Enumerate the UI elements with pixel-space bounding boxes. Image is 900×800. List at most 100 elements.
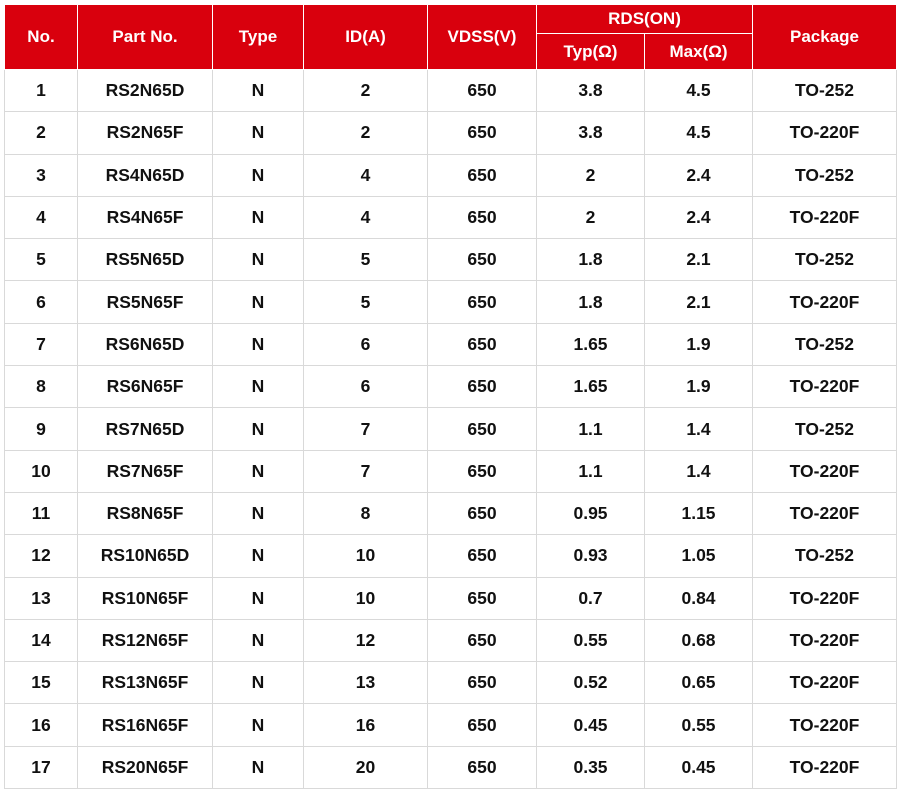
cell-vdss: 650 (427, 492, 537, 536)
cell-vdss: 650 (427, 407, 537, 451)
cell-rds-typ: 2 (536, 154, 645, 197)
cell-part-no: RS16N65F (77, 703, 213, 747)
table-row: 4 RS4N65F N 4 650 2 2.4 TO-220F (4, 196, 897, 240)
header-package: Package (752, 4, 897, 70)
cell-vdss: 650 (427, 196, 537, 240)
cell-part-no: RS13N65F (77, 661, 213, 705)
cell-rds-typ: 3.8 (536, 69, 645, 113)
cell-vdss: 650 (427, 534, 537, 578)
cell-type: N (212, 323, 304, 367)
cell-part-no: RS8N65F (77, 492, 213, 536)
cell-type: N (212, 407, 304, 451)
cell-rds-max: 2.1 (644, 280, 753, 324)
cell-part-no: RS12N65F (77, 619, 213, 663)
cell-rds-max: 0.65 (644, 661, 753, 705)
cell-no: 8 (4, 365, 78, 409)
cell-vdss: 650 (427, 661, 537, 705)
cell-id: 20 (303, 746, 428, 790)
cell-id: 7 (303, 450, 428, 493)
cell-package: TO-220F (752, 746, 897, 790)
cell-no: 14 (4, 619, 78, 663)
table-row: 15 RS13N65F N 13 650 0.52 0.65 TO-220F (4, 661, 897, 705)
cell-rds-max: 0.84 (644, 577, 753, 620)
cell-rds-max: 1.15 (644, 492, 753, 536)
cell-id: 8 (303, 492, 428, 536)
table-row: 9 RS7N65D N 7 650 1.1 1.4 TO-252 (4, 407, 897, 451)
cell-id: 16 (303, 703, 428, 747)
header-row-sub: Typ(Ω) Max(Ω) (5, 33, 897, 70)
cell-rds-max: 0.45 (644, 746, 753, 790)
cell-no: 4 (4, 196, 78, 240)
table-row: 17 RS20N65F N 20 650 0.35 0.45 TO-220F (4, 746, 897, 790)
cell-rds-typ: 1.8 (536, 280, 645, 324)
cell-type: N (212, 746, 304, 790)
cell-rds-typ: 1.65 (536, 323, 645, 367)
cell-package: TO-220F (752, 619, 897, 663)
table-row: 6 RS5N65F N 5 650 1.8 2.1 TO-220F (4, 280, 897, 324)
table-row: 5 RS5N65D N 5 650 1.8 2.1 TO-252 (4, 238, 897, 282)
cell-rds-max: 4.5 (644, 111, 753, 155)
cell-id: 4 (303, 154, 428, 197)
cell-vdss: 650 (427, 577, 537, 620)
cell-id: 13 (303, 661, 428, 705)
cell-rds-max: 2.1 (644, 238, 753, 282)
cell-package: TO-252 (752, 238, 897, 282)
cell-rds-max: 4.5 (644, 69, 753, 113)
cell-no: 9 (4, 407, 78, 451)
cell-part-no: RS4N65F (77, 196, 213, 240)
cell-no: 17 (4, 746, 78, 790)
cell-rds-max: 0.68 (644, 619, 753, 663)
cell-id: 2 (303, 111, 428, 155)
table-row: 3 RS4N65D N 4 650 2 2.4 TO-252 (4, 154, 897, 197)
cell-rds-typ: 0.7 (536, 577, 645, 620)
cell-id: 10 (303, 577, 428, 620)
cell-rds-max: 1.4 (644, 450, 753, 493)
cell-vdss: 650 (427, 365, 537, 409)
cell-type: N (212, 111, 304, 155)
header-part-no: Part No. (77, 4, 213, 70)
cell-package: TO-252 (752, 323, 897, 367)
cell-rds-typ: 0.45 (536, 703, 645, 747)
cell-package: TO-252 (752, 69, 897, 113)
cell-no: 10 (4, 450, 78, 493)
cell-part-no: RS7N65F (77, 450, 213, 493)
cell-id: 7 (303, 407, 428, 451)
cell-package: TO-220F (752, 450, 897, 493)
table-row: 8 RS6N65F N 6 650 1.65 1.9 TO-220F (4, 365, 897, 409)
cell-no: 16 (4, 703, 78, 747)
cell-part-no: RS2N65D (77, 69, 213, 113)
cell-rds-max: 1.9 (644, 365, 753, 409)
cell-rds-max: 1.05 (644, 534, 753, 578)
cell-id: 6 (303, 323, 428, 367)
cell-rds-max: 0.55 (644, 703, 753, 747)
table-row: 7 RS6N65D N 6 650 1.65 1.9 TO-252 (4, 323, 897, 367)
cell-no: 5 (4, 238, 78, 282)
table-row: 10 RS7N65F N 7 650 1.1 1.4 TO-220F (4, 450, 897, 493)
cell-type: N (212, 534, 304, 578)
table-row: 2 RS2N65F N 2 650 3.8 4.5 TO-220F (4, 111, 897, 155)
cell-type: N (212, 619, 304, 663)
cell-vdss: 650 (427, 703, 537, 747)
cell-type: N (212, 661, 304, 705)
header-no: No. (4, 4, 78, 70)
cell-part-no: RS4N65D (77, 154, 213, 197)
header-rds-on: RDS(ON) (536, 4, 753, 34)
cell-package: TO-252 (752, 534, 897, 578)
cell-package: TO-252 (752, 407, 897, 451)
cell-rds-max: 1.4 (644, 407, 753, 451)
cell-rds-typ: 0.55 (536, 619, 645, 663)
cell-rds-typ: 2 (536, 196, 645, 240)
cell-rds-max: 1.9 (644, 323, 753, 367)
cell-type: N (212, 450, 304, 493)
header-max: Max(Ω) (644, 33, 753, 70)
cell-rds-typ: 0.35 (536, 746, 645, 790)
cell-part-no: RS5N65D (77, 238, 213, 282)
cell-rds-max: 2.4 (644, 154, 753, 197)
cell-no: 3 (4, 154, 78, 197)
header-id: ID(A) (303, 4, 428, 70)
cell-part-no: RS20N65F (77, 746, 213, 790)
cell-id: 4 (303, 196, 428, 240)
cell-id: 12 (303, 619, 428, 663)
cell-vdss: 650 (427, 450, 537, 493)
table-row: 12 RS10N65D N 10 650 0.93 1.05 TO-252 (4, 534, 897, 578)
